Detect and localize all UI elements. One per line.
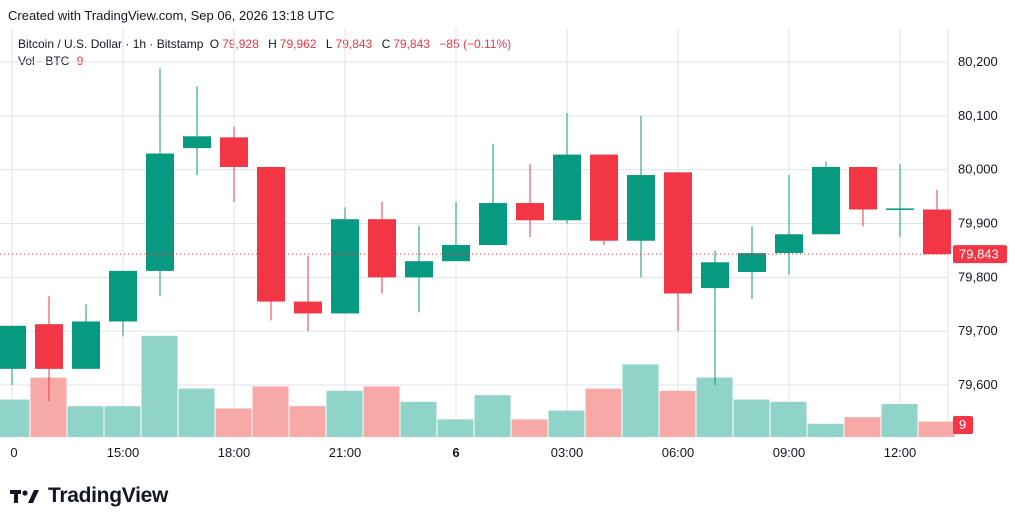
- candle-body: [701, 262, 729, 289]
- candle-body: [775, 234, 803, 254]
- low-label: L: [325, 37, 333, 51]
- volume-bar: [178, 388, 215, 437]
- volume-bar: [252, 386, 289, 437]
- x-tick-label: 15:00: [107, 445, 140, 460]
- volume-bar: [141, 335, 178, 437]
- last-volume-tag: [953, 416, 973, 434]
- volume-bar: [659, 390, 696, 437]
- candle-body: [220, 137, 248, 167]
- high-value: 79,962: [279, 37, 317, 51]
- candle-body: [146, 153, 174, 271]
- last-volume-label: 9: [959, 417, 966, 432]
- volume-bar: [326, 390, 363, 437]
- volume-label: Vol · BTC: [18, 54, 70, 68]
- y-tick-label: 80,200: [958, 54, 998, 69]
- last-price-tag: [953, 245, 1007, 264]
- volume-bar: [622, 364, 659, 437]
- last-price-label: 79,843: [959, 247, 999, 262]
- candle-body: [553, 154, 581, 221]
- x-tick-label: 0: [10, 445, 17, 460]
- candle-body: [405, 261, 433, 278]
- x-tick-label: 21:00: [329, 445, 362, 460]
- candle-body: [664, 172, 692, 294]
- change-value: −85 (−0.11%): [439, 37, 512, 51]
- x-tick-label: 6: [452, 445, 459, 460]
- x-tick-label: 03:00: [551, 445, 584, 460]
- candle-body: [590, 154, 618, 241]
- candle-body: [72, 321, 100, 369]
- y-tick-label: 79,700: [958, 323, 998, 338]
- volume-bar: [844, 417, 881, 437]
- volume-bar: [215, 408, 252, 437]
- volume-bar: [770, 401, 807, 437]
- y-tick-label: 79,800: [958, 269, 998, 284]
- tradingview-logo-icon: [10, 490, 39, 503]
- candle-body: [183, 136, 211, 149]
- candle-body: [516, 203, 544, 221]
- y-tick-label: 80,000: [958, 162, 998, 177]
- volume-bar: [104, 406, 141, 437]
- volume-bar: [733, 399, 770, 437]
- candle-body: [35, 324, 63, 369]
- candle-body: [109, 270, 137, 322]
- open-label: O: [209, 37, 220, 51]
- volume-bar: [437, 419, 474, 437]
- candle-body: [812, 166, 840, 235]
- high-label: H: [268, 37, 277, 51]
- tradingview-logo-text: TradingView: [48, 484, 169, 507]
- candle-body: [368, 219, 396, 278]
- created-caption: Created with TradingView.com, Sep 06, 20…: [8, 8, 335, 23]
- volume-bar: [363, 386, 400, 437]
- x-tick-label: 12:00: [884, 445, 917, 460]
- volume-bar: [548, 410, 585, 437]
- candle-body: [331, 219, 359, 314]
- volume-legend: Vol · BTC 9: [18, 54, 83, 68]
- x-tick-label: 06:00: [662, 445, 695, 460]
- candle-body: [849, 166, 877, 210]
- x-tick-label: 18:00: [218, 445, 251, 460]
- volume-bar: [807, 423, 844, 437]
- candle-body: [886, 208, 914, 210]
- candle-body: [923, 209, 951, 255]
- candle-body: [627, 175, 655, 241]
- close-label: C: [381, 37, 391, 51]
- volume-bar: [474, 395, 511, 437]
- volume-bar: [881, 404, 918, 437]
- candle-body: [738, 253, 766, 272]
- close-value: 79,843: [393, 37, 430, 51]
- open-value: 79,928: [222, 37, 259, 51]
- y-tick-label: 79,900: [958, 216, 998, 231]
- volume-bar: [67, 406, 104, 437]
- symbol-name: Bitcoin / U.S. Dollar · 1h · Bitstamp: [18, 37, 204, 51]
- candle-body: [257, 166, 285, 302]
- candle-body: [442, 245, 470, 262]
- volume-bar: [918, 421, 955, 437]
- candle-body: [294, 301, 322, 314]
- volume-bar: [289, 406, 326, 437]
- candle-body: [0, 325, 26, 369]
- volume-bar: [585, 388, 622, 437]
- candle-body: [479, 203, 507, 246]
- volume-bar: [696, 377, 733, 437]
- y-tick-label: 80,100: [958, 108, 998, 123]
- tradingview-logo[interactable]: TradingView: [10, 484, 168, 508]
- volume-bar: [0, 399, 30, 437]
- volume-bar: [511, 419, 548, 437]
- x-tick-label: 09:00: [773, 445, 806, 460]
- y-tick-label: 79,600: [958, 377, 998, 392]
- volume-value: 9: [76, 54, 84, 68]
- volume-bar: [400, 401, 437, 437]
